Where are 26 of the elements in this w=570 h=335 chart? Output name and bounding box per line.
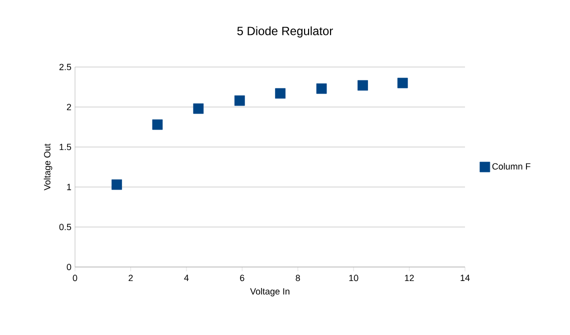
y-axis-title: Voltage Out [44, 144, 52, 190]
point [316, 83, 327, 94]
x-tick-label: 0 [72, 274, 78, 282]
y-tick-label: 0.5 [59, 224, 72, 230]
legend-label: Column F [492, 163, 530, 170]
y-tick-label: 1.5 [60, 144, 72, 150]
point [358, 80, 368, 91]
point [193, 103, 204, 114]
x-tick-label: 6 [240, 274, 244, 282]
point [234, 95, 245, 106]
y-tick-label: 2 [66, 104, 72, 110]
x-axis-title: Voltage In [250, 288, 290, 296]
x-tick-label: 2 [128, 274, 133, 282]
y-tick-label: 1 [67, 184, 72, 190]
x-tick-label: 10 [349, 274, 358, 282]
y-tick-label: 2.5 [59, 64, 72, 70]
x-tick-label: 8 [296, 274, 300, 282]
point [152, 119, 163, 130]
chart-title: 5 Diode Regulator [237, 26, 333, 38]
point [275, 88, 286, 99]
x-tick-label: 14 [460, 274, 470, 281]
x-tick-label: 12 [404, 274, 414, 282]
y-tick-label: 0 [66, 264, 72, 270]
x-tick-label: 4 [184, 274, 189, 281]
point [112, 179, 122, 190]
point [397, 78, 408, 88]
